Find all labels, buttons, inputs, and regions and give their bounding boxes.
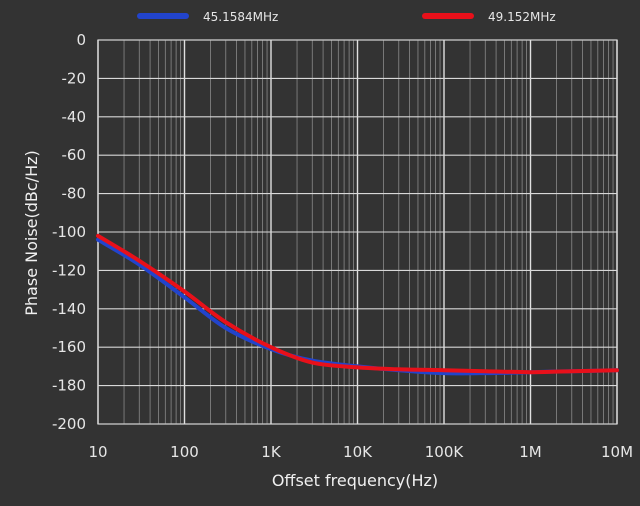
y-tick-label: -160: [52, 338, 86, 356]
y-axis-ticks: 0 -20 -40 -60 -80 -100 -120 -140 -160 -180 -200: [52, 31, 86, 433]
y-tick-label: -80: [62, 185, 87, 203]
x-tick-label: 1K: [261, 443, 282, 461]
x-axis-ticks: 10 100 1K 10K 100K 1M 10M: [88, 443, 633, 461]
series-line-2: [96, 233, 619, 375]
y-tick-label: -20: [62, 69, 87, 87]
x-tick-label: 100: [170, 443, 199, 461]
y-tick-label: -120: [52, 261, 86, 279]
y-tick-label: -60: [62, 146, 87, 164]
x-tick-label: 10: [88, 443, 107, 461]
x-tick-label: 10K: [343, 443, 373, 461]
y-tick-label: -40: [62, 108, 87, 126]
y-tick-label: -180: [52, 377, 86, 395]
y-tick-label: -200: [52, 415, 86, 433]
series-lines: [96, 233, 619, 376]
plot-grid: [97, 39, 618, 425]
legend: 45.1584MHz 49.152MHz: [137, 10, 556, 24]
y-axis-title: Phase Noise(dBc/Hz): [22, 150, 41, 315]
legend-label-2: 49.152MHz: [488, 10, 556, 24]
y-tick-label: -100: [52, 223, 86, 241]
x-tick-label: 1M: [519, 443, 542, 461]
legend-label-1: 45.1584MHz: [203, 10, 278, 24]
x-tick-label: 100K: [425, 443, 465, 461]
x-axis-title: Offset frequency(Hz): [272, 471, 438, 490]
y-tick-label: 0: [76, 31, 86, 49]
x-tick-label: 10M: [601, 443, 633, 461]
y-tick-label: -140: [52, 300, 86, 318]
